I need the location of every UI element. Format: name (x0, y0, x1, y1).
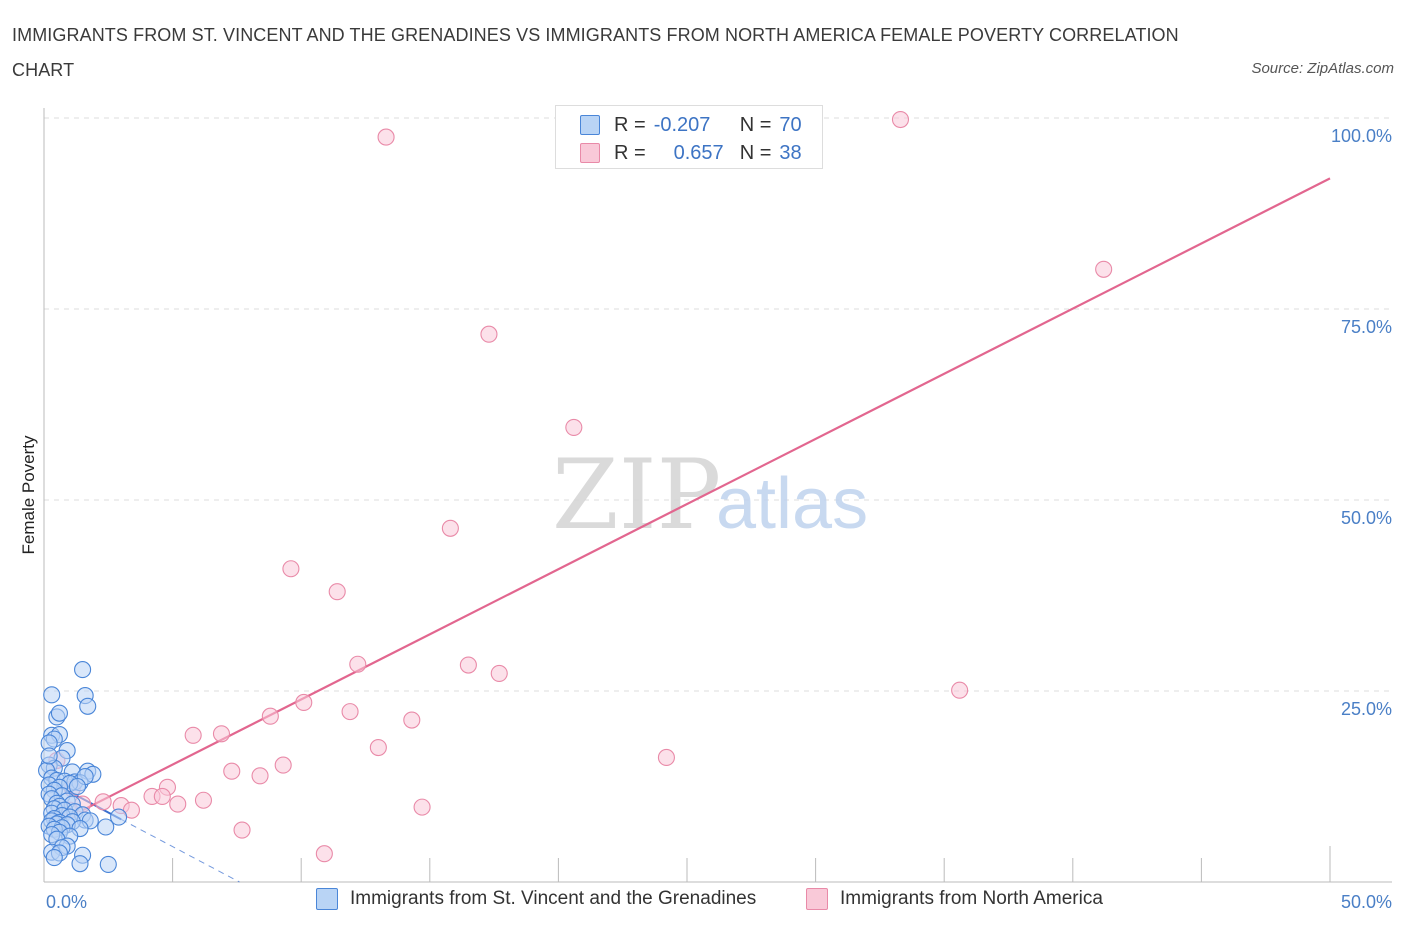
point-north-america (295, 693, 313, 712)
point-north-america (369, 738, 387, 757)
r-value: -0.207 (653, 113, 711, 136)
point-north-america (657, 748, 675, 767)
blue-swatch (580, 115, 600, 135)
point-north-america (891, 110, 910, 129)
point-north-america (233, 821, 251, 839)
point-north-america (251, 767, 269, 785)
source-label: Source: ZipAtlas.com (1251, 60, 1394, 77)
point-north-america (565, 418, 583, 436)
pink-swatch (806, 888, 828, 910)
trend-line-st-vincent-extension (120, 818, 240, 883)
point-st-vincent (97, 818, 115, 836)
point-north-america (223, 762, 241, 780)
point-north-america (951, 681, 969, 699)
legend-label: Immigrants from St. Vincent and the Gren… (350, 888, 757, 909)
series-legend: Immigrants from St. Vincent and the Gren… (0, 888, 1406, 916)
r-label: R = (614, 141, 646, 164)
point-north-america (459, 656, 477, 674)
point-st-vincent (43, 686, 61, 704)
point-north-america (490, 664, 508, 682)
legend-item-north-america: Immigrants from North America (806, 888, 1103, 910)
point-st-vincent (50, 704, 68, 722)
legend-label: Immigrants from North America (840, 888, 1103, 909)
n-value: 70 (779, 113, 802, 136)
y-tick-label: 100.0% (1331, 126, 1392, 146)
point-north-america (413, 798, 431, 816)
y-tick-label: 25.0% (1341, 699, 1392, 719)
point-north-america (194, 791, 213, 809)
r-value: 0.657 (673, 141, 724, 164)
point-st-vincent (99, 855, 117, 873)
point-north-america (349, 655, 367, 673)
n-label: N = (739, 141, 772, 164)
point-north-america (403, 711, 421, 729)
pink-swatch (580, 143, 600, 163)
legend-item-st-vincent: Immigrants from St. Vincent and the Gren… (316, 888, 756, 910)
n-label: N = (739, 113, 772, 136)
y-tick-label: 50.0% (1341, 508, 1392, 528)
grid (44, 117, 1392, 692)
stats-row-pink: R = 0.657 N = 38 (580, 141, 802, 165)
point-north-america (153, 787, 171, 805)
x-tick-label: 50.0% (1341, 892, 1392, 912)
point-st-vincent (68, 777, 86, 796)
r-label: R = (614, 113, 646, 136)
point-north-america (441, 519, 459, 537)
point-north-america (1095, 260, 1113, 278)
watermark-zip: ZIP (552, 439, 721, 551)
point-north-america (94, 793, 112, 811)
watermark-atlas: atlas (716, 464, 868, 544)
y-tick-label: 75.0% (1341, 317, 1392, 337)
trend-line-north-america (82, 177, 1331, 812)
point-north-america (184, 726, 202, 744)
point-st-vincent (79, 697, 97, 715)
chart-title: IMMIGRANTS FROM ST. VINCENT AND THE GREN… (12, 25, 1179, 80)
data-points (38, 110, 1113, 873)
tick-labels: 25.0% 50.0% 75.0% 100.0% 0.0% 50.0% (46, 126, 1392, 912)
point-north-america (169, 795, 187, 813)
point-north-america (377, 128, 395, 146)
blue-swatch (316, 888, 338, 910)
point-st-vincent (110, 808, 128, 826)
point-north-america (341, 703, 359, 721)
point-st-vincent (71, 855, 89, 873)
n-value: 38 (779, 141, 802, 164)
stats-row-blue: R = -0.207 N = 70 (580, 113, 802, 137)
point-st-vincent (40, 747, 58, 765)
x-tick-label: 0.0% (46, 892, 87, 912)
point-north-america (480, 325, 498, 343)
point-north-america (274, 756, 292, 774)
stats-legend: R = -0.207 N = 70 R = 0.657 N = 38 (555, 105, 823, 169)
point-north-america (261, 707, 279, 725)
point-north-america (212, 725, 231, 743)
point-north-america (315, 845, 333, 863)
point-north-america (328, 583, 346, 601)
point-north-america (282, 560, 300, 578)
watermark: ZIP atlas (552, 439, 868, 551)
point-st-vincent (74, 661, 92, 679)
point-st-vincent (45, 849, 63, 867)
y-axis-label: Female Poverty (19, 435, 38, 555)
